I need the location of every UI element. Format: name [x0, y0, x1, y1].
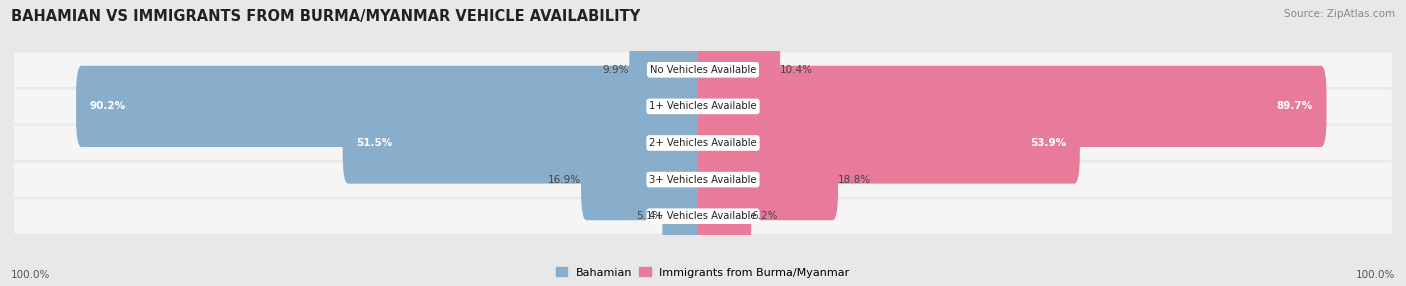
- Text: 90.2%: 90.2%: [90, 102, 127, 111]
- Text: Source: ZipAtlas.com: Source: ZipAtlas.com: [1284, 9, 1395, 19]
- FancyBboxPatch shape: [343, 102, 709, 184]
- Text: 9.9%: 9.9%: [603, 65, 630, 75]
- FancyBboxPatch shape: [14, 53, 1392, 87]
- FancyBboxPatch shape: [697, 176, 751, 257]
- FancyBboxPatch shape: [76, 66, 709, 147]
- FancyBboxPatch shape: [581, 139, 709, 220]
- FancyBboxPatch shape: [14, 89, 1392, 124]
- FancyBboxPatch shape: [14, 199, 1392, 233]
- Text: 53.9%: 53.9%: [1031, 138, 1066, 148]
- Text: 3+ Vehicles Available: 3+ Vehicles Available: [650, 175, 756, 184]
- Text: 100.0%: 100.0%: [1355, 270, 1395, 280]
- Text: 16.9%: 16.9%: [548, 175, 581, 184]
- Text: 1+ Vehicles Available: 1+ Vehicles Available: [650, 102, 756, 111]
- Text: 5.1%: 5.1%: [636, 211, 662, 221]
- FancyBboxPatch shape: [14, 126, 1392, 160]
- Text: 6.2%: 6.2%: [751, 211, 778, 221]
- FancyBboxPatch shape: [662, 176, 709, 257]
- Text: BAHAMIAN VS IMMIGRANTS FROM BURMA/MYANMAR VEHICLE AVAILABILITY: BAHAMIAN VS IMMIGRANTS FROM BURMA/MYANMA…: [11, 9, 641, 23]
- FancyBboxPatch shape: [630, 29, 709, 110]
- Legend: Bahamian, Immigrants from Burma/Myanmar: Bahamian, Immigrants from Burma/Myanmar: [557, 267, 849, 278]
- Text: 10.4%: 10.4%: [780, 65, 813, 75]
- Text: 100.0%: 100.0%: [11, 270, 51, 280]
- FancyBboxPatch shape: [697, 66, 1326, 147]
- Text: 4+ Vehicles Available: 4+ Vehicles Available: [650, 211, 756, 221]
- FancyBboxPatch shape: [14, 162, 1392, 197]
- Text: No Vehicles Available: No Vehicles Available: [650, 65, 756, 75]
- FancyBboxPatch shape: [697, 102, 1080, 184]
- FancyBboxPatch shape: [697, 29, 780, 110]
- FancyBboxPatch shape: [697, 139, 838, 220]
- Text: 18.8%: 18.8%: [838, 175, 872, 184]
- Text: 2+ Vehicles Available: 2+ Vehicles Available: [650, 138, 756, 148]
- Text: 89.7%: 89.7%: [1277, 102, 1313, 111]
- Text: 51.5%: 51.5%: [357, 138, 392, 148]
